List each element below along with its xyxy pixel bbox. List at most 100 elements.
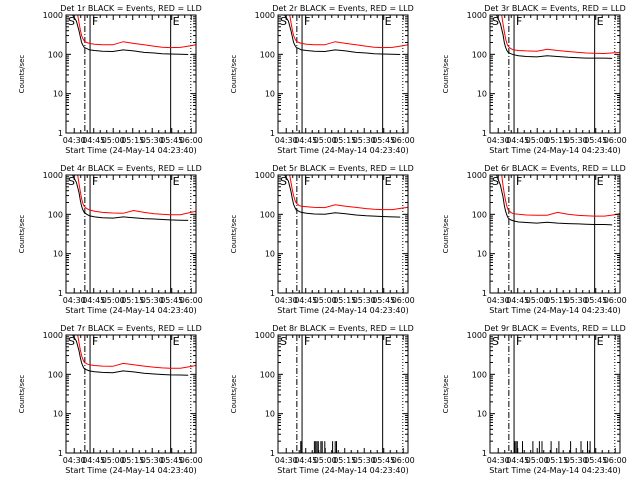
marker-label-s: S	[280, 15, 287, 28]
plot-frame	[489, 14, 621, 134]
marker-label-e: E	[385, 335, 392, 348]
x-tick-label: 05:30	[141, 296, 164, 305]
x-tick-label: 04:45	[506, 456, 529, 465]
y-tick-label: 1	[482, 289, 487, 298]
panel-det-4r: Det 4r BLACK = Events, RED = LLD S F E 1 10 10…	[18, 164, 203, 315]
y-axis-label: Counts/sec	[18, 215, 26, 254]
y-axis-label: Counts/sec	[230, 375, 238, 414]
x-tick-label: 06:00	[392, 296, 415, 305]
marker-label-e: E	[385, 15, 392, 28]
plot-frame	[489, 174, 621, 294]
x-tick-label: 05:45	[160, 456, 183, 465]
x-tick-label: 05:00	[314, 136, 337, 145]
x-tick-label: 05:15	[121, 296, 144, 305]
marker-label-e: E	[173, 15, 180, 28]
y-tick-label: 10	[477, 90, 487, 99]
marker-label-e: E	[173, 175, 180, 188]
x-axis-label: Start Time (24-May-14 04:23:40)	[277, 306, 408, 315]
x-axis-label: Start Time (24-May-14 04:23:40)	[65, 466, 196, 475]
events-line	[72, 335, 189, 376]
x-tick-label: 04:45	[506, 296, 529, 305]
lld-line	[77, 335, 196, 369]
y-tick-label: 1000	[43, 11, 63, 20]
marker-label-f: F	[92, 15, 98, 28]
x-tick-label: 04:45	[82, 136, 105, 145]
marker-label-e: E	[173, 335, 180, 348]
x-tick-label: 06:00	[604, 136, 627, 145]
panel-title: Det 9r BLACK = Events, RED = LLD	[484, 324, 626, 333]
y-tick-label: 1	[270, 449, 275, 458]
y-tick-label: 100	[260, 370, 275, 379]
y-tick-label: 10	[477, 410, 487, 419]
events-line	[284, 175, 401, 218]
panel-det-6r: Det 6r BLACK = Events, RED = LLD S F E 1 10 10…	[442, 164, 627, 315]
marker-label-s: S	[492, 15, 499, 28]
x-tick-label: 05:45	[584, 136, 607, 145]
y-tick-label: 100	[472, 370, 487, 379]
x-tick-label: 06:00	[180, 296, 203, 305]
y-tick-label: 10	[53, 250, 63, 259]
marker-label-s: S	[68, 335, 75, 348]
x-tick-label: 06:00	[392, 456, 415, 465]
x-tick-label: 06:00	[392, 136, 415, 145]
panel-det-8r: Det 8r BLACK = Events, RED = LLD S F E 1 10 10…	[230, 324, 415, 475]
y-tick-label: 1	[270, 129, 275, 138]
x-tick-label: 05:00	[102, 456, 125, 465]
panel-title: Det 6r BLACK = Events, RED = LLD	[484, 164, 626, 173]
x-tick-label: 05:00	[526, 456, 549, 465]
marker-label-f: F	[304, 175, 310, 188]
panel-title: Det 3r BLACK = Events, RED = LLD	[484, 4, 626, 13]
x-tick-label: 04:45	[294, 456, 317, 465]
y-tick-label: 1000	[467, 171, 487, 180]
x-axis-label: Start Time (24-May-14 04:23:40)	[277, 146, 408, 155]
y-tick-label: 1000	[255, 171, 275, 180]
x-tick-label: 05:30	[141, 136, 164, 145]
x-tick-label: 05:30	[565, 296, 588, 305]
lld-line	[77, 15, 196, 49]
y-tick-label: 1	[58, 449, 63, 458]
lld-line	[289, 15, 408, 49]
marker-label-f: F	[304, 335, 310, 348]
x-axis-label: Start Time (24-May-14 04:23:40)	[65, 306, 196, 315]
lld-line	[501, 175, 620, 217]
x-tick-label: 06:00	[180, 456, 203, 465]
y-tick-label: 100	[48, 210, 63, 219]
x-tick-label: 04:30	[63, 456, 86, 465]
x-tick-label: 05:00	[102, 136, 125, 145]
x-tick-label: 06:00	[604, 456, 627, 465]
panel-det-1r: Det 1r BLACK = Events, RED = LLD S F E 1 10 10…	[18, 4, 203, 155]
x-axis-label: Start Time (24-May-14 04:23:40)	[65, 146, 196, 155]
plot-frame	[277, 14, 409, 134]
x-tick-label: 04:30	[487, 456, 510, 465]
panel-det-9r: Det 9r BLACK = Events, RED = LLD S F E 1 10 10…	[442, 324, 627, 475]
x-tick-label: 04:30	[63, 296, 86, 305]
y-tick-label: 1	[482, 449, 487, 458]
x-tick-label: 05:00	[314, 296, 337, 305]
y-tick-label: 1	[270, 289, 275, 298]
y-axis-label: Counts/sec	[18, 375, 26, 414]
x-tick-label: 04:45	[506, 136, 529, 145]
events-line	[496, 175, 613, 226]
plot-frame	[489, 334, 621, 454]
plot-frame	[65, 174, 197, 294]
marker-label-s: S	[68, 15, 75, 28]
x-tick-label: 05:00	[102, 296, 125, 305]
marker-label-s: S	[280, 335, 287, 348]
panel-title: Det 4r BLACK = Events, RED = LLD	[60, 164, 202, 173]
x-tick-label: 05:45	[372, 296, 395, 305]
x-tick-label: 05:30	[353, 456, 376, 465]
events-line	[284, 15, 401, 55]
lld-line	[289, 175, 408, 211]
y-tick-label: 1000	[255, 11, 275, 20]
y-axis-label: Counts/sec	[230, 55, 238, 94]
x-axis-label: Start Time (24-May-14 04:23:40)	[277, 466, 408, 475]
marker-label-s: S	[492, 335, 499, 348]
x-tick-label: 04:30	[275, 296, 298, 305]
marker-label-s: S	[68, 175, 75, 188]
marker-label-e: E	[597, 175, 604, 188]
x-tick-label: 05:00	[526, 296, 549, 305]
marker-label-f: F	[516, 15, 522, 28]
x-tick-label: 04:30	[275, 456, 298, 465]
y-tick-label: 1000	[255, 331, 275, 340]
